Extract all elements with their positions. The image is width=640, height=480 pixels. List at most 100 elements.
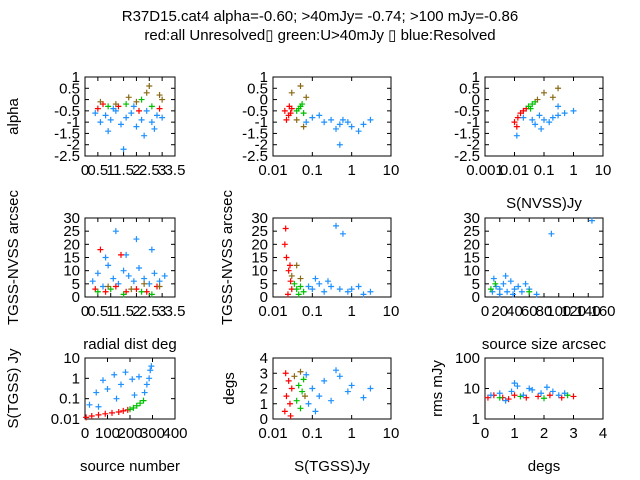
x-tick-label: 0.1 [302, 303, 323, 320]
data-point [303, 371, 310, 378]
data-point [288, 385, 295, 392]
data-point [88, 413, 95, 420]
data-point [293, 262, 300, 269]
x-tick-label: 1 [107, 303, 115, 320]
data-point [156, 278, 163, 285]
y-tick-label: 5 [72, 276, 80, 293]
data-point [288, 89, 295, 96]
data-point [496, 286, 503, 293]
data-point [303, 94, 310, 101]
data-point [107, 116, 114, 123]
data-point [549, 388, 556, 395]
y-tick-label: 0 [260, 92, 268, 109]
data-point [133, 236, 140, 243]
data-point [83, 414, 90, 421]
y-tick-label: -2.5 [54, 148, 80, 165]
data-point [138, 116, 145, 123]
data-point [112, 283, 119, 290]
y-tick-label: -1.5 [454, 125, 480, 142]
data-point [517, 393, 524, 400]
data-point [510, 291, 517, 298]
data-point [321, 119, 328, 126]
figure-title-line2: red:all Unresolved▯ green:U>40mJy ▯ blue… [144, 27, 496, 44]
data-point [285, 267, 292, 274]
data-point [536, 112, 543, 119]
data-point [336, 286, 343, 293]
data-point [93, 389, 100, 396]
data-point [301, 393, 308, 400]
x-tick-label: 1 [347, 303, 355, 320]
y-axis-label: rms mJy [429, 360, 446, 417]
data-point [146, 280, 153, 287]
data-point [511, 380, 518, 387]
y-tick-label: 0 [472, 92, 480, 109]
data-point [549, 94, 556, 101]
data-point [148, 363, 155, 370]
data-point [300, 288, 307, 295]
data-point [109, 409, 115, 416]
data-point [316, 280, 323, 287]
x-tick-label: 0.01 [258, 425, 287, 442]
data-point [535, 393, 542, 400]
y-tick-label: 4 [260, 350, 268, 367]
data-point [526, 288, 533, 295]
data-point [110, 275, 117, 282]
x-tick-label: 3 [569, 425, 577, 442]
data-point [492, 280, 499, 287]
x-tick-label: 10 [383, 303, 400, 320]
plot-frame [84, 217, 176, 298]
y-tick-label: 1 [260, 396, 268, 413]
data-point [504, 288, 511, 295]
data-point [141, 132, 148, 139]
data-point [118, 121, 124, 128]
data-point [570, 393, 577, 400]
data-point [513, 123, 520, 130]
data-point [133, 98, 140, 105]
y-tick-label: 0 [472, 289, 480, 306]
y-tick-label: -2 [67, 137, 80, 154]
x-tick-label: 0.1 [534, 162, 555, 179]
plot-frame [484, 357, 604, 420]
data-point [100, 377, 106, 384]
data-point [120, 146, 127, 153]
data-point [104, 385, 111, 392]
plot-frame [272, 76, 392, 157]
data-point [520, 392, 527, 399]
x-tick-label: 0 [481, 303, 489, 320]
data-point [555, 392, 562, 399]
data-point [355, 283, 362, 290]
data-point [487, 286, 494, 293]
data-point [102, 112, 109, 119]
y-tick-label: 1 [72, 370, 80, 387]
x-tick-label: 200 [117, 425, 142, 442]
x-tick-label: 2 [132, 162, 140, 179]
data-point [291, 373, 298, 380]
y-tick-label: 20 [63, 236, 80, 253]
data-point [286, 103, 293, 110]
x-tick-label: 160 [590, 303, 615, 320]
x-tick-label: 0.5 [87, 162, 108, 179]
series-blue [513, 103, 577, 139]
y-tick-label: 15 [251, 250, 268, 267]
x-tick-label: 100 [95, 425, 120, 442]
data-point [328, 397, 335, 404]
y-tick-label: 0 [260, 411, 268, 428]
y-tick-label: 0.5 [459, 80, 480, 97]
data-point [281, 408, 288, 415]
y-tick-label: 15 [63, 250, 80, 267]
data-point [156, 283, 163, 290]
data-point [549, 114, 556, 121]
y-tick-label: 0 [72, 289, 80, 306]
data-point [555, 103, 562, 110]
data-point [309, 114, 316, 121]
x-tick-label: 40 [506, 303, 523, 320]
y-tick-label: -2.5 [454, 148, 480, 165]
data-point [161, 272, 168, 279]
x-tick-label: 20 [491, 303, 508, 320]
data-point [143, 381, 150, 388]
y-tick-label: -1 [67, 114, 80, 131]
